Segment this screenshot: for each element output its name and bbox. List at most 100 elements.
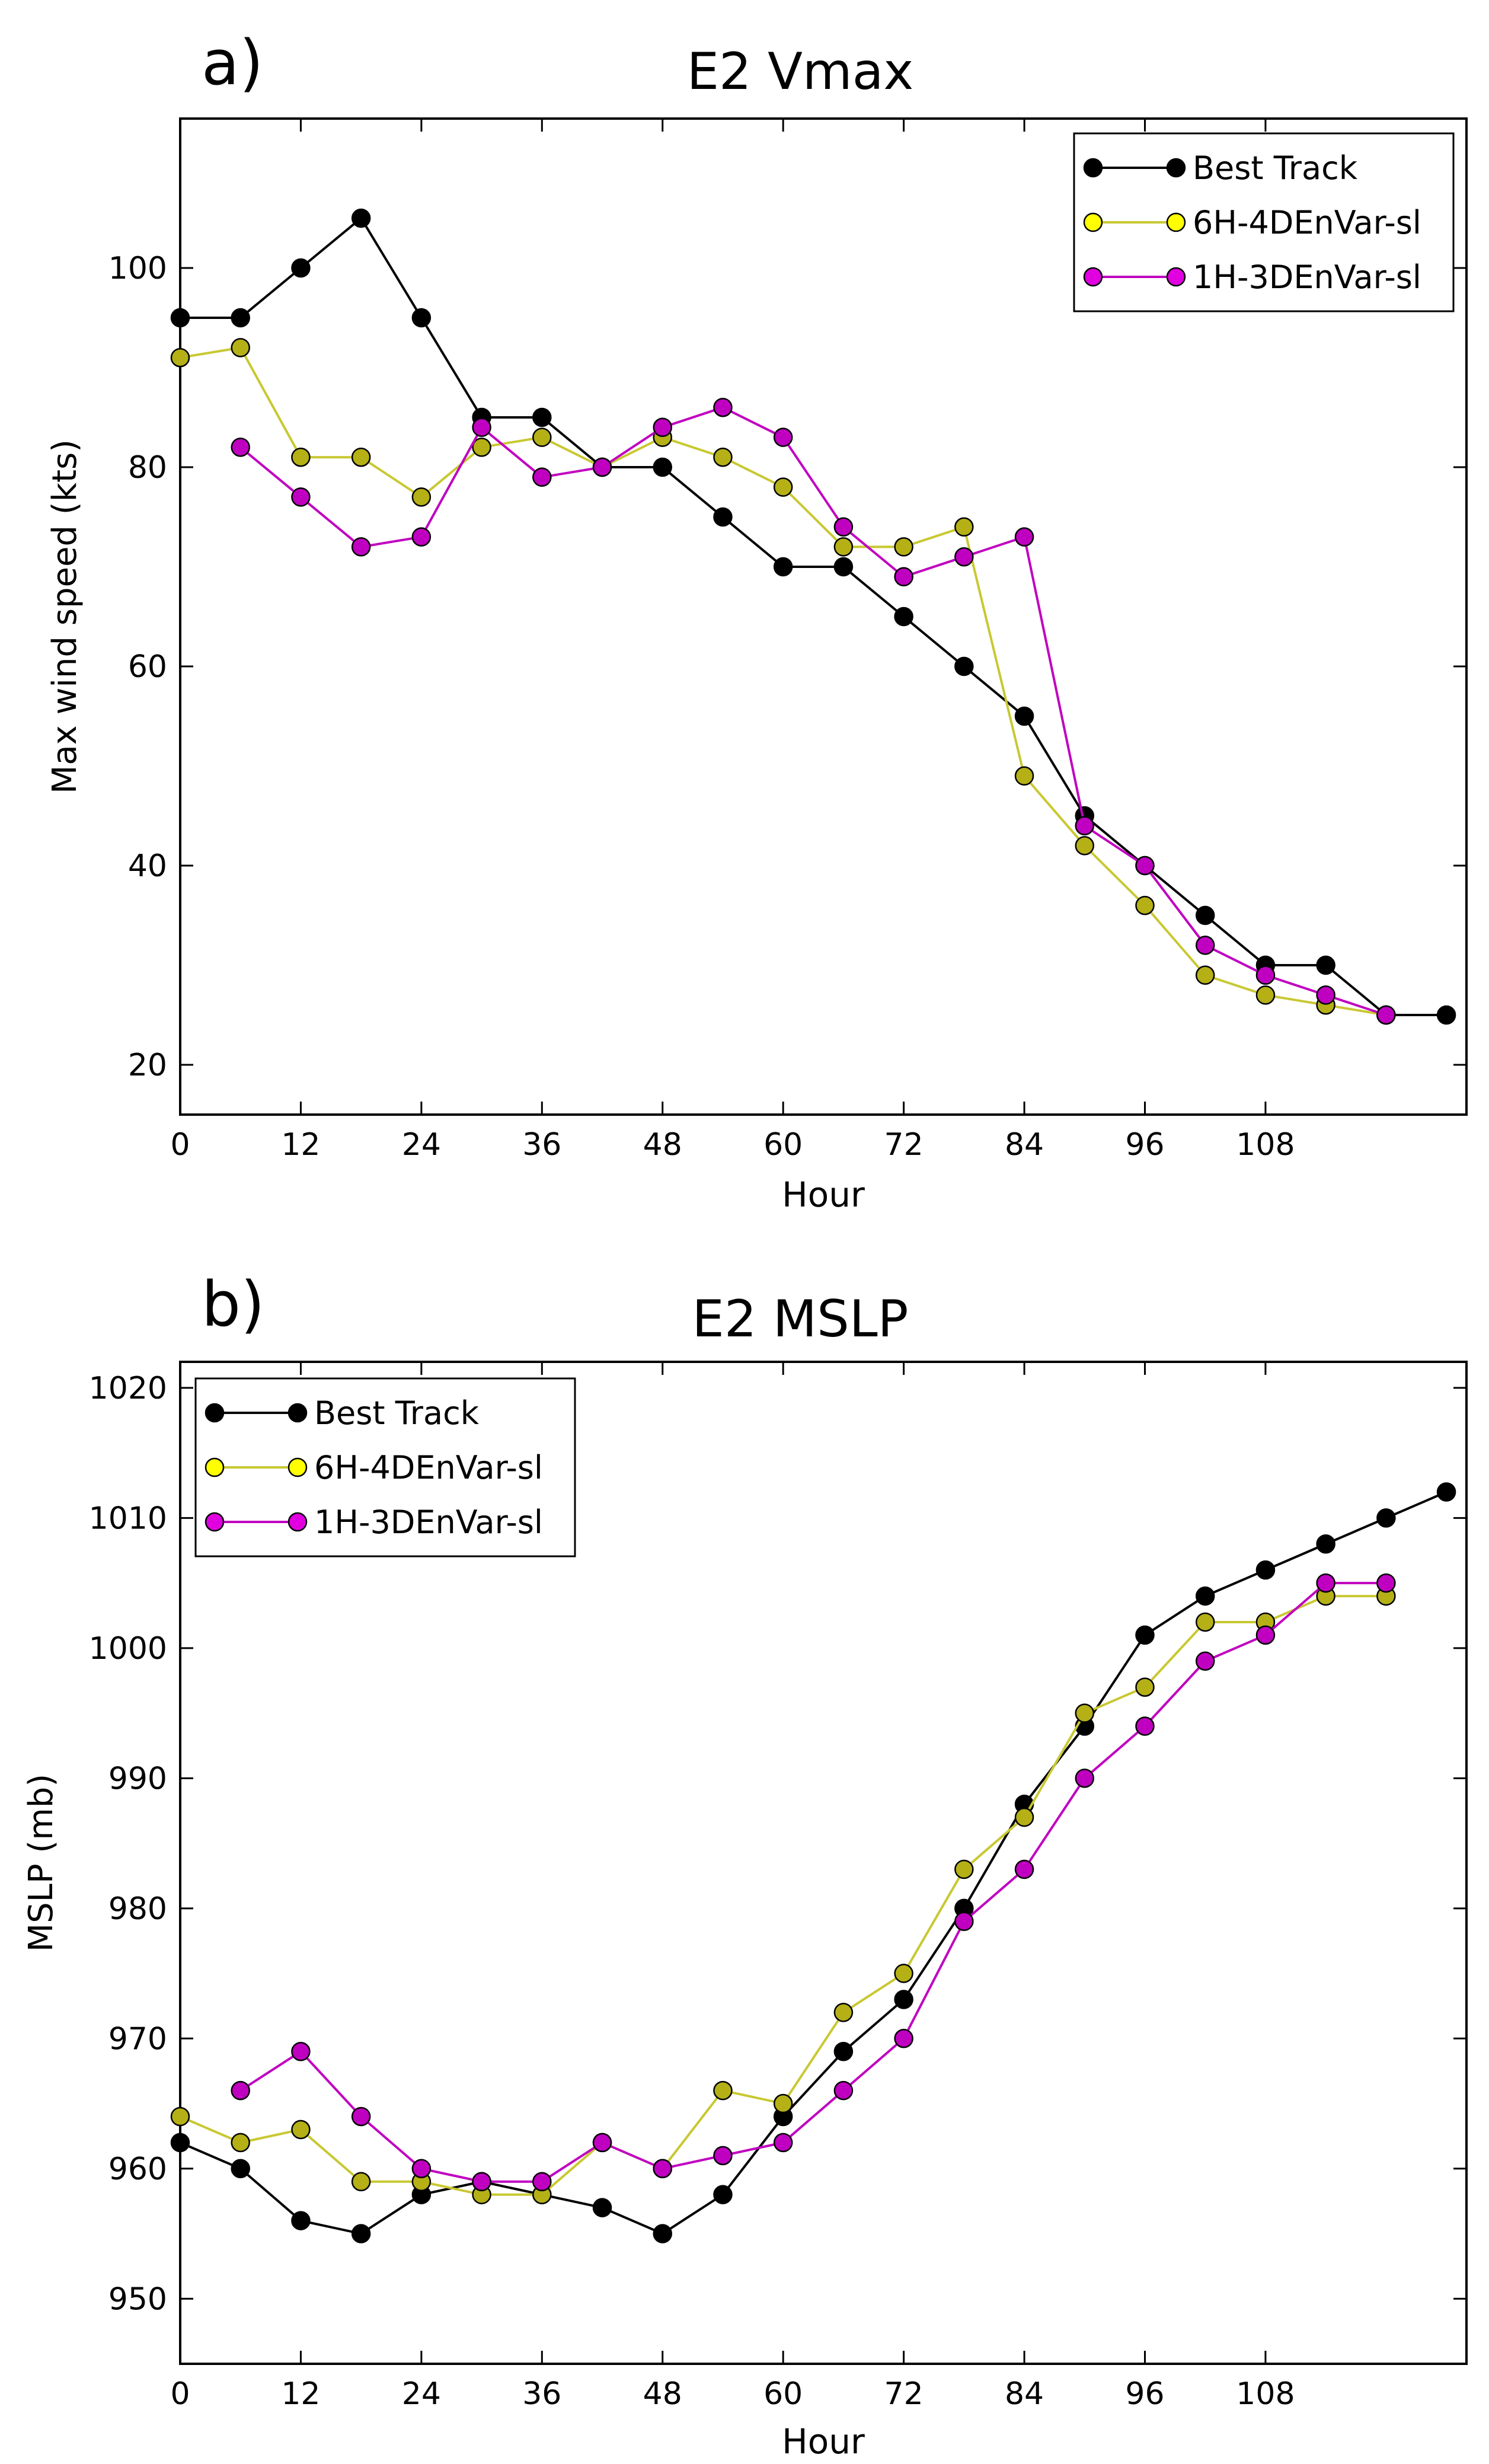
data-point bbox=[1376, 1508, 1396, 1528]
data-point bbox=[231, 2133, 250, 2153]
data-point bbox=[351, 2106, 371, 2127]
data-point bbox=[532, 2172, 552, 2191]
data-point bbox=[231, 2159, 250, 2179]
data-point bbox=[653, 2159, 672, 2179]
data-point bbox=[1436, 1482, 1456, 1502]
data-point bbox=[1075, 816, 1095, 836]
data-point bbox=[894, 607, 913, 627]
data-point bbox=[1316, 955, 1335, 975]
chart-title-vmax: E2 Vmax bbox=[687, 42, 914, 101]
x-tick-label: 84 bbox=[1005, 2376, 1044, 2412]
data-point bbox=[1316, 1534, 1335, 1554]
y-tick-label: 80 bbox=[128, 450, 167, 486]
legend-marker bbox=[1083, 158, 1103, 178]
data-point bbox=[1316, 985, 1335, 1005]
y-tick-label: 60 bbox=[128, 649, 167, 685]
data-point bbox=[411, 527, 432, 547]
data-point bbox=[833, 2080, 854, 2101]
data-point bbox=[592, 2133, 612, 2153]
data-point bbox=[833, 2003, 854, 2022]
x-tick-label: 0 bbox=[170, 1127, 190, 1163]
x-tick-label: 72 bbox=[884, 2376, 924, 2412]
plot-frame-mslp bbox=[179, 1361, 1468, 2365]
data-point bbox=[170, 347, 190, 368]
data-point bbox=[894, 567, 913, 587]
data-point bbox=[894, 537, 913, 557]
y-axis-vmax: 20 40 60 80 100 bbox=[108, 251, 1466, 1083]
legend-marker bbox=[287, 1512, 308, 1532]
data-point bbox=[773, 477, 793, 497]
data-point bbox=[1376, 1005, 1396, 1025]
data-point bbox=[231, 438, 250, 457]
x-tick-label: 84 bbox=[1005, 1127, 1044, 1163]
legend-marker bbox=[287, 1457, 308, 1477]
data-point bbox=[170, 308, 190, 328]
x-tick-label: 108 bbox=[1236, 1127, 1295, 1163]
data-point bbox=[713, 397, 733, 417]
data-point bbox=[1014, 1859, 1034, 1879]
data-point bbox=[1195, 905, 1215, 925]
panel-label-a: a) bbox=[202, 27, 263, 99]
x-tick-label: 24 bbox=[402, 1127, 441, 1163]
data-point bbox=[231, 2080, 250, 2101]
data-point bbox=[231, 308, 250, 328]
data-point bbox=[1014, 527, 1034, 547]
x-tick-label: 36 bbox=[522, 2376, 561, 2412]
x-tick-label: 96 bbox=[1125, 1127, 1164, 1163]
data-point bbox=[954, 656, 974, 676]
x-axis-mslp: 0 12 24 36 48 60 72 84 96 108 bbox=[170, 1362, 1295, 2412]
data-point bbox=[833, 2041, 854, 2061]
data-point bbox=[351, 208, 371, 228]
x-tick-label: 24 bbox=[402, 2376, 441, 2412]
x-tick-label: 48 bbox=[643, 2376, 682, 2412]
series-best-track bbox=[170, 1482, 1456, 2243]
data-point bbox=[291, 2041, 311, 2061]
series-6h-4denvar-sl bbox=[170, 1586, 1396, 2204]
y-tick-label: 970 bbox=[108, 2021, 167, 2057]
legend-marker bbox=[205, 1403, 225, 1423]
data-point bbox=[1075, 1769, 1095, 1788]
data-point bbox=[351, 2224, 371, 2243]
x-tick-label: 12 bbox=[281, 2376, 320, 2412]
data-point bbox=[351, 447, 371, 467]
data-point bbox=[773, 2133, 793, 2153]
data-point bbox=[1195, 936, 1215, 955]
y-tick-label: 20 bbox=[128, 1048, 167, 1083]
data-point bbox=[1195, 965, 1215, 985]
data-point bbox=[894, 1964, 913, 1983]
series-line bbox=[239, 406, 1387, 1016]
data-point bbox=[1135, 1716, 1155, 1736]
data-point bbox=[291, 2211, 311, 2230]
y-tick-label: 100 bbox=[108, 251, 167, 286]
legend-item: Best Track bbox=[1083, 149, 1358, 187]
data-point bbox=[653, 2224, 672, 2243]
data-point bbox=[1255, 1625, 1276, 1645]
x-tick-label: 108 bbox=[1236, 2376, 1295, 2412]
data-point bbox=[773, 557, 793, 577]
data-point bbox=[1075, 1703, 1095, 1723]
data-point bbox=[411, 308, 432, 328]
data-point bbox=[291, 447, 311, 467]
data-point bbox=[1014, 706, 1034, 726]
data-point bbox=[1014, 1807, 1034, 1827]
data-point bbox=[592, 2198, 612, 2217]
data-point bbox=[773, 2093, 793, 2114]
chart-title-mslp: E2 MSLP bbox=[692, 1290, 909, 1349]
x-tick-label: 60 bbox=[763, 1127, 803, 1163]
data-point bbox=[1195, 1651, 1215, 1671]
data-point bbox=[1376, 1573, 1396, 1593]
data-point bbox=[713, 2146, 733, 2166]
data-point bbox=[713, 447, 733, 467]
y-tick-label: 1010 bbox=[89, 1501, 167, 1536]
data-point bbox=[411, 487, 432, 507]
legend-marker bbox=[1166, 267, 1186, 287]
legend-marker bbox=[205, 1457, 225, 1477]
data-point bbox=[472, 417, 491, 438]
data-point bbox=[532, 407, 552, 427]
data-point bbox=[291, 487, 311, 507]
data-point bbox=[1135, 1677, 1155, 1697]
data-point bbox=[713, 2080, 733, 2101]
data-point bbox=[231, 338, 250, 358]
data-point bbox=[1195, 1612, 1215, 1632]
data-point bbox=[1255, 1560, 1276, 1580]
